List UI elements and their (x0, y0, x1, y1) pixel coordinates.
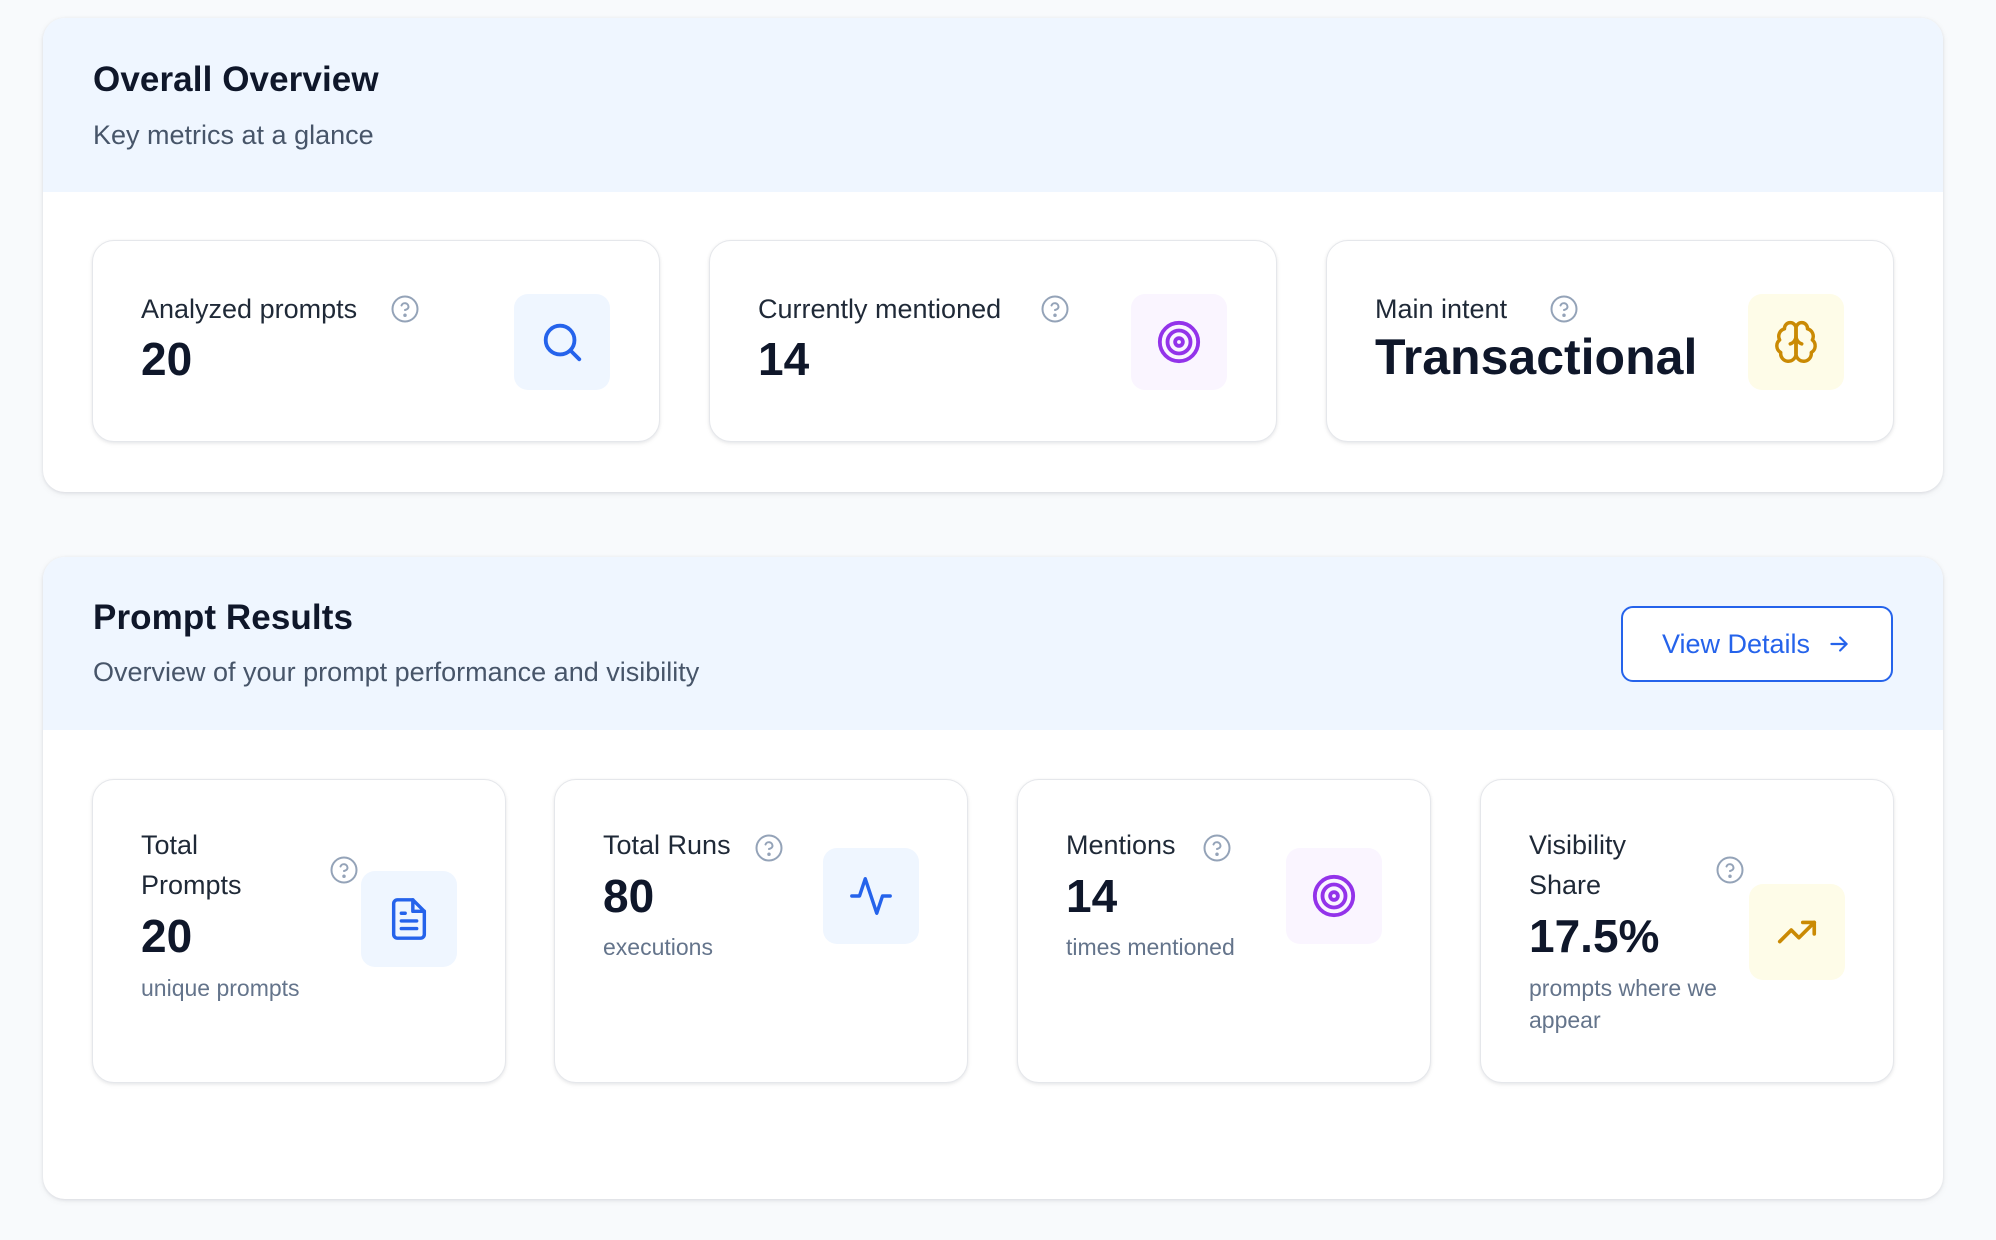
trending-up-icon (1749, 884, 1845, 980)
overview-section: Overall Overview Key metrics at a glance… (43, 18, 1943, 492)
overview-subtitle: Key metrics at a glance (93, 120, 374, 150)
help-icon[interactable] (1202, 833, 1232, 863)
main-intent-card: Main intent Transactional (1326, 240, 1894, 442)
mentions-card: Mentions 14 times mentioned (1017, 779, 1431, 1083)
card-label: Prompts (141, 870, 242, 900)
analyzed-prompts-card: Analyzed prompts 20 (92, 240, 660, 442)
brain-icon (1748, 294, 1844, 390)
help-icon[interactable] (329, 855, 359, 885)
help-icon[interactable] (390, 294, 420, 324)
help-icon[interactable] (1040, 294, 1070, 324)
help-icon[interactable] (754, 833, 784, 863)
prompt-results-header: Prompt Results Overview of your prompt p… (43, 557, 1943, 730)
help-icon[interactable] (1549, 294, 1579, 324)
card-value: Transactional (1375, 329, 1698, 385)
card-value: 14 (758, 333, 810, 385)
card-caption: executions (603, 934, 713, 960)
card-label: Currently mentioned (758, 294, 1002, 324)
view-details-label: View Details (1661, 628, 1811, 659)
card-value: 17.5% (1529, 910, 1660, 962)
card-value: 20 (141, 333, 193, 385)
prompt-results-title: Prompt Results (93, 598, 354, 637)
card-label: Total (141, 830, 199, 860)
card-caption: times mentioned (1066, 934, 1235, 960)
visibility-share-card: Visibility Share 17.5% prompts where we … (1480, 779, 1894, 1083)
activity-icon (823, 848, 919, 944)
prompt-results-section: Prompt Results Overview of your prompt p… (43, 557, 1943, 1199)
card-label: Total Runs (603, 830, 731, 860)
arrow-right-icon (1830, 636, 1848, 652)
total-runs-card: Total Runs 80 executions (554, 779, 968, 1083)
overview-title: Overall Overview (93, 60, 379, 99)
card-value: 14 (1066, 870, 1118, 922)
card-label: Visibility (1529, 830, 1627, 860)
card-caption: prompts where we (1529, 975, 1717, 1001)
overview-header: Overall Overview Key metrics at a glance (43, 18, 1943, 192)
help-icon[interactable] (1715, 855, 1745, 885)
view-details-button[interactable]: View Details (1621, 606, 1893, 682)
card-label: Analyzed prompts (141, 294, 358, 324)
card-caption: unique prompts (141, 975, 300, 1001)
target-icon (1131, 294, 1227, 390)
currently-mentioned-card: Currently mentioned 14 (709, 240, 1277, 442)
card-label: Main intent (1375, 294, 1508, 324)
card-label: Mentions (1066, 830, 1176, 860)
card-label: Share (1529, 870, 1602, 900)
card-value: 80 (603, 870, 655, 922)
search-icon (514, 294, 610, 390)
document-icon (361, 871, 457, 967)
card-caption: appear (1529, 1007, 1601, 1033)
prompt-results-subtitle: Overview of your prompt performance and … (93, 657, 700, 687)
total-prompts-card: Total Prompts 20 unique prompts (92, 779, 506, 1083)
target-icon (1286, 848, 1382, 944)
card-value: 20 (141, 910, 193, 962)
